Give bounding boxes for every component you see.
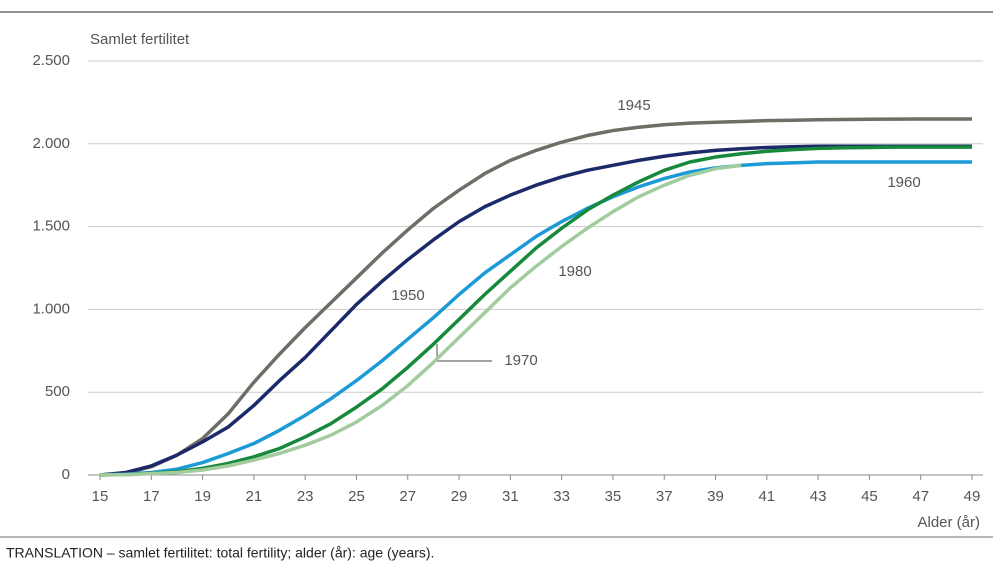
x-tick-label: 43 bbox=[810, 488, 827, 505]
series-line bbox=[99, 145, 972, 477]
x-tick-label: 49 bbox=[964, 488, 981, 505]
series-line bbox=[99, 117, 972, 477]
y-tick-label: 0 bbox=[62, 466, 70, 483]
x-tick-label: 15 bbox=[92, 488, 109, 505]
x-tick-label: 47 bbox=[912, 488, 929, 505]
note: TRANSLATION – samlet fertilitet: total f… bbox=[6, 545, 434, 561]
x-tick-label: 29 bbox=[451, 488, 468, 505]
y-tick-label: 2.500 bbox=[32, 52, 70, 69]
x-tick-label: 21 bbox=[246, 488, 263, 505]
x-tick-label: 17 bbox=[143, 488, 160, 505]
series-label: 1960 bbox=[887, 174, 920, 191]
y-tick-label: 1.000 bbox=[32, 300, 70, 317]
series-label: 1950 bbox=[391, 287, 424, 304]
x-tick-label: 41 bbox=[758, 488, 775, 505]
x-tick-label: 19 bbox=[194, 488, 211, 505]
x-tick-label: 39 bbox=[707, 488, 724, 505]
series-label: 1980 bbox=[558, 263, 591, 280]
x-tick-label: 37 bbox=[656, 488, 673, 505]
x-tick-label: 31 bbox=[502, 488, 519, 505]
x-axis-label: Alder (år) bbox=[917, 514, 980, 531]
series-line bbox=[99, 163, 742, 477]
y-axis-label: Samlet fertilitet bbox=[90, 31, 190, 48]
x-tick-label: 27 bbox=[399, 488, 416, 505]
y-tick-label: 1.500 bbox=[32, 218, 70, 235]
y-tick-label: 2.000 bbox=[32, 135, 70, 152]
series-label: 1970 bbox=[504, 352, 537, 369]
x-tick-label: 33 bbox=[553, 488, 570, 505]
x-tick-label: 25 bbox=[348, 488, 365, 505]
series-label: 1945 bbox=[617, 97, 650, 114]
y-tick-label: 500 bbox=[45, 383, 70, 400]
series-line bbox=[99, 160, 972, 477]
series-line bbox=[99, 144, 972, 477]
x-tick-label: 23 bbox=[297, 488, 314, 505]
x-tick-label: 45 bbox=[861, 488, 878, 505]
x-tick-label: 35 bbox=[605, 488, 622, 505]
